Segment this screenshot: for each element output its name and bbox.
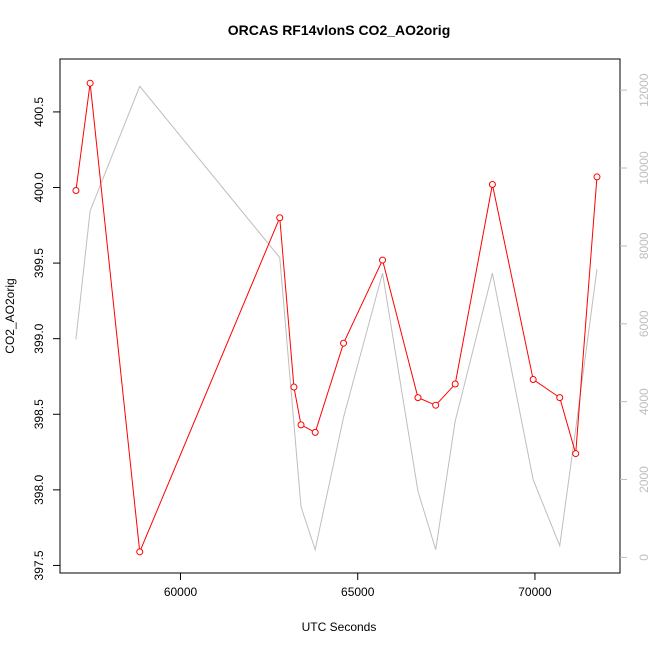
- x-tick-label: 65000: [341, 585, 375, 599]
- co2-data-point: [556, 394, 564, 402]
- x-axis-label: UTC Seconds: [302, 620, 377, 634]
- y-axis-label: CO2_AO2orig: [3, 278, 17, 353]
- co2-data-point: [290, 383, 298, 391]
- y2-tick-label: 4000: [637, 388, 650, 415]
- plot-frame: [59, 58, 621, 574]
- co2-data-point: [488, 180, 496, 188]
- y2-tick-label: 2000: [637, 466, 650, 493]
- co2-data-point: [451, 380, 459, 388]
- co2-data-point: [432, 401, 440, 409]
- y-tick-label: 398.0: [32, 475, 46, 505]
- altitude-series-line: [75, 85, 598, 552]
- x-tick-label: 60000: [164, 585, 198, 599]
- co2-data-point: [72, 187, 80, 195]
- y2-tick-label: 8000: [637, 232, 650, 259]
- co2-data-point: [276, 214, 284, 222]
- y2-tick-label: 0: [637, 554, 650, 561]
- y2-tick-label: 6000: [637, 310, 650, 337]
- axes: 60000 65000 70000397.5398.0398.5399.0399.5…: [32, 58, 650, 599]
- y-tick-label: 397.5: [32, 550, 46, 580]
- co2-data-point: [379, 256, 387, 264]
- y-tick-label: 400.5: [32, 97, 46, 127]
- co2-data-point: [593, 173, 601, 181]
- co2-data-point: [297, 421, 305, 429]
- y-tick-label: 399.5: [32, 248, 46, 278]
- x-tick-label: 70000: [518, 585, 552, 599]
- co2-data-point: [340, 339, 348, 347]
- co2-data-point: [414, 394, 422, 402]
- chart-title: ORCAS RF14vlonS CO2_AO2orig: [228, 22, 451, 38]
- y2-tick-label: 10000: [637, 151, 650, 185]
- co2-data-point: [136, 548, 144, 556]
- co2-data-point: [572, 450, 580, 458]
- y2-tick-label: 12000: [637, 73, 650, 107]
- co2-data-point: [311, 428, 319, 436]
- y-tick-label: 399.0: [32, 323, 46, 353]
- series-layer: [72, 79, 601, 556]
- co2-data-point: [529, 375, 537, 383]
- y-tick-label: 398.5: [32, 399, 46, 429]
- co2-data-point: [86, 79, 94, 87]
- y-tick-label: 400.0: [32, 172, 46, 202]
